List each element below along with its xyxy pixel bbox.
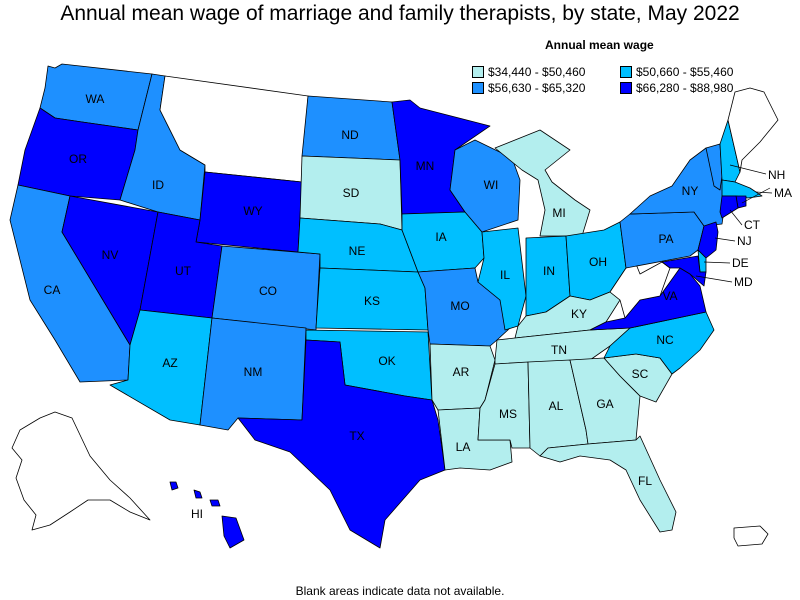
label-ma: MA bbox=[774, 186, 792, 200]
legend-item-1: $34,440 - $50,460 bbox=[472, 65, 585, 79]
legend-swatch-2 bbox=[620, 66, 632, 78]
label-de: DE bbox=[732, 256, 749, 270]
legend-swatch-3 bbox=[472, 82, 484, 94]
legend-label-3: $56,630 - $65,320 bbox=[488, 81, 586, 95]
state-wi[interactable] bbox=[449, 139, 521, 233]
state-md[interactable] bbox=[661, 255, 707, 287]
legend-label-4: $66,280 - $88,980 bbox=[636, 81, 734, 95]
footnote: Blank areas indicate data not available. bbox=[295, 584, 505, 598]
legend-label-2: $50,660 - $55,460 bbox=[636, 65, 734, 79]
label-nm: NM bbox=[244, 365, 263, 379]
label-ia: IA bbox=[435, 230, 446, 244]
label-mi: MI bbox=[552, 206, 565, 220]
label-il: IL bbox=[500, 268, 510, 282]
label-la: LA bbox=[456, 440, 471, 454]
legend-label-1: $34,440 - $50,460 bbox=[488, 65, 586, 79]
label-ct: CT bbox=[744, 218, 761, 232]
legend-item-2: $50,660 - $55,460 bbox=[620, 65, 733, 79]
label-nh: NH bbox=[768, 168, 785, 182]
legend-title: Annual mean wage bbox=[545, 38, 654, 52]
label-sc: SC bbox=[632, 367, 649, 381]
label-nj: NJ bbox=[737, 234, 752, 248]
state-vt[interactable] bbox=[705, 143, 723, 191]
label-ok: OK bbox=[378, 354, 395, 368]
label-ar: AR bbox=[453, 365, 470, 379]
label-wa: WA bbox=[86, 92, 105, 106]
state-pr[interactable] bbox=[733, 525, 769, 547]
label-ga: GA bbox=[596, 397, 613, 411]
label-mo: MO bbox=[450, 299, 469, 313]
label-az: AZ bbox=[162, 356, 177, 370]
label-id: ID bbox=[152, 178, 164, 192]
legend-item-3: $56,630 - $65,320 bbox=[472, 81, 585, 95]
legend-swatch-4 bbox=[620, 82, 632, 94]
map-title: Annual mean wage of marriage and family … bbox=[60, 2, 740, 25]
label-or: OR bbox=[69, 152, 87, 166]
label-ny: NY bbox=[682, 184, 699, 198]
label-pa: PA bbox=[658, 232, 673, 246]
label-wy: WY bbox=[243, 204, 262, 218]
label-nc: NC bbox=[656, 333, 674, 347]
label-md: MD bbox=[734, 275, 753, 289]
state-ct[interactable] bbox=[719, 195, 739, 219]
label-tn: TN bbox=[551, 343, 567, 357]
state-mi[interactable] bbox=[494, 129, 591, 237]
legend-swatch-1 bbox=[472, 66, 484, 78]
label-nd: ND bbox=[341, 128, 359, 142]
label-al: AL bbox=[549, 399, 564, 413]
state-ak[interactable] bbox=[11, 411, 151, 531]
label-mn: MN bbox=[416, 159, 435, 173]
label-tx: TX bbox=[349, 429, 364, 443]
label-wi: WI bbox=[484, 178, 499, 192]
label-ca: CA bbox=[44, 283, 61, 297]
label-ne: NE bbox=[349, 244, 366, 258]
state-wy[interactable] bbox=[195, 171, 303, 253]
label-oh: OH bbox=[589, 255, 607, 269]
state-fl[interactable] bbox=[539, 435, 677, 533]
label-co: CO bbox=[259, 284, 277, 298]
state-il[interactable] bbox=[477, 227, 527, 331]
label-in: IN bbox=[543, 264, 555, 278]
state-hi[interactable] bbox=[169, 481, 245, 549]
state-tx[interactable] bbox=[237, 339, 446, 549]
label-ms: MS bbox=[499, 407, 517, 421]
label-fl: FL bbox=[638, 474, 652, 488]
label-sd: SD bbox=[343, 186, 360, 200]
label-ks: KS bbox=[364, 294, 380, 308]
label-va: VA bbox=[662, 289, 677, 303]
label-hi: HI bbox=[191, 507, 203, 521]
label-ky: KY bbox=[571, 307, 587, 321]
legend-item-4: $66,280 - $88,980 bbox=[620, 81, 733, 95]
label-ut: UT bbox=[175, 264, 192, 278]
label-nv: NV bbox=[102, 248, 119, 262]
